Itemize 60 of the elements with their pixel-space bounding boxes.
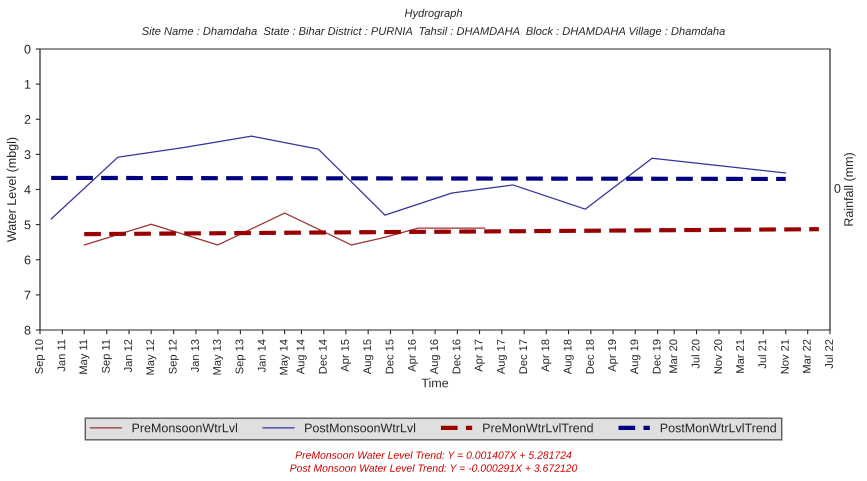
y-tick-label: 6 [24, 256, 30, 264]
y-tick-label: 4 [24, 185, 31, 194]
x-tick-label: May 12 [146, 340, 156, 375]
x-tick-label: Mar 20 [669, 339, 678, 373]
x-tick-label: Apr 18 [541, 340, 552, 372]
x-tick-label: Aug 14 [296, 339, 307, 374]
y-tick-label: 7 [24, 290, 30, 300]
x-tick-label: May 14 [280, 339, 290, 375]
x-tick-label: Jan 13 [191, 340, 199, 372]
x-tick-label: Apr 16 [408, 340, 418, 372]
x-tick-label: Dec 18 [586, 340, 594, 374]
chart-title: Hydrograph [404, 8, 462, 20]
text: PreMonsoon Water Level Trend: Y = 0.001407X + 5.281724 [296, 451, 572, 459]
x-tick-label: Aug 18 [564, 340, 574, 374]
x-tick-label: Jan 12 [124, 340, 132, 372]
x-tick-label: Jan 14 [258, 339, 266, 372]
legend-label: PostMonWtrLvlTrend [660, 423, 776, 432]
line-series [84, 212, 486, 246]
y-tick-label: 8 [24, 326, 30, 335]
x-tick-label: Jul 22 [824, 340, 833, 368]
x-tick-label: Sep 11 [102, 340, 112, 373]
y-tick-label: 5 [24, 220, 30, 230]
x-tick-label: May 13 [213, 340, 224, 375]
x-tick-label: Jan 11 [58, 340, 66, 372]
x-axis-title: Time [422, 378, 448, 388]
y-tick-label: 0 [24, 44, 30, 54]
x-tick-label: Dec 17 [519, 340, 528, 374]
x-tick-label: Jul 21 [758, 340, 766, 368]
x-tick-label: Aug 17 [497, 340, 507, 374]
text: Post Monsoon Water Level Trend: Y = -0.000291X + 3.672120 [290, 464, 578, 472]
x-tick-label: May 11 [79, 340, 90, 374]
x-tick-label: Apr 17 [474, 340, 485, 372]
x-tick-label: Dec 14 [318, 339, 327, 374]
x-tick-label: Sep 13 [235, 340, 246, 374]
x-tick-label: Apr 15 [341, 339, 352, 372]
y-tick-label: 3 [24, 150, 30, 160]
legend-label: PostMonsoonWtrLvl [305, 423, 416, 432]
legend-label: PreMonWtrLvlTrend [483, 423, 593, 432]
legend-label: PreMonsoonWtrLvl [132, 423, 237, 432]
x-tick-label: Mar 22 [802, 340, 811, 373]
y2-axis-title: Rainfall (mm) [844, 153, 856, 226]
x-tick-label: Mar 21 [736, 340, 744, 373]
x-tick-label: Apr 19 [608, 340, 618, 372]
x-tick-label: Jul 20 [691, 339, 700, 368]
x-tick-label: Sep 12 [168, 340, 179, 374]
text: 0 [834, 184, 840, 193]
x-tick-label: Sep 10 [35, 339, 46, 374]
y-tick-label: 2 [24, 115, 30, 124]
y-tick-label: 1 [24, 80, 30, 89]
x-tick-label: Nov 21 [780, 340, 789, 374]
x-tick-label: Nov 20 [714, 339, 722, 374]
x-tick-label: Dec 16 [452, 340, 460, 374]
x-tick-label: Dec 19 [652, 340, 661, 374]
x-tick-label: Aug 19 [630, 340, 640, 374]
chart-subtitle: Site Name : Dhamdaha State : Bihar District : PURNIA Tahsil : DHAMDAHA Block : DHAMDAHA Village : Dhamdaha [142, 26, 725, 38]
x-tick-label: Dec 15 [386, 339, 394, 374]
line-series [50, 135, 786, 220]
x-tick-label: Aug 16 [430, 340, 440, 374]
y-axis-title: Water Level (mbgl) [6, 138, 18, 242]
x-tick-label: Aug 15 [363, 339, 374, 374]
